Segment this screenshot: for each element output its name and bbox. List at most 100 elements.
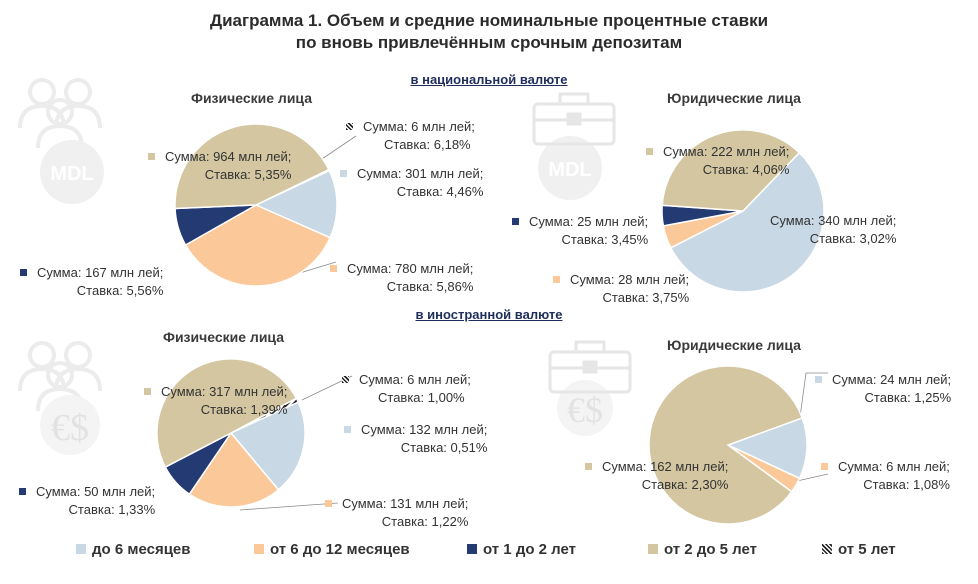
legend-marker (344, 426, 351, 433)
pie1-slice-lt6m (254, 169, 338, 239)
label-sum: Сумма: 6 млн лей; (363, 119, 475, 134)
label-sum: Сумма: 340 млн лей; (770, 213, 897, 228)
leader-line (796, 473, 829, 482)
legend-marker (585, 463, 592, 470)
label-rate: Ставка: 1,33% (68, 502, 156, 517)
label-sum: Сумма: 964 млн лей; (165, 149, 292, 164)
legend-item-y1-2: от 1 до 2 лет (467, 541, 576, 558)
mdl-coin-text: MDL (50, 163, 93, 185)
leader-line (239, 502, 339, 511)
pie2-label-y2-5: Сумма: 222 млн лей; Ставка: 4,06% (646, 143, 789, 179)
label-rate: Ставка: 2,30% (641, 477, 729, 492)
label-sum: Сумма: 28 млн лей; (570, 272, 690, 287)
legend-marker (19, 488, 26, 495)
people-icon (18, 78, 102, 412)
pie3-label-y2-5: Сумма: 317 млн лей; Ставка: 1,39% (144, 383, 287, 419)
pie3-label-m6-12: Сумма: 131 млн лей; Ставка: 1,22% (325, 495, 468, 531)
legend-marker (346, 123, 353, 130)
pie3-label-y1-2: Сумма: 50 млн лей; Ставка: 1,33% (19, 483, 155, 519)
briefcase-icon (532, 92, 632, 394)
legend-marker (330, 265, 337, 272)
pie4-slice-y2_5 (648, 365, 804, 525)
label-rate: Ставка: 1,39% (200, 402, 288, 417)
label-rate: Ставка: 4,06% (702, 162, 790, 177)
chart-title-line2: по вновь привлечённым срочным депозитам (295, 33, 683, 52)
label-rate: Ставка: 1,00% (378, 390, 465, 405)
pie4-label-m6-12: Сумма: 6 млн лей; Ставка: 1,08% (821, 458, 950, 494)
label-sum: Сумма: 167 млн лей; (37, 265, 164, 280)
legend-label: от 1 до 2 лет (483, 541, 576, 558)
pie4-subtitle: Юридические лица (667, 337, 801, 353)
label-sum: Сумма: 162 млн лей; (602, 459, 729, 474)
label-rate: Ставка: 0,51% (400, 440, 488, 455)
legend-swatch (76, 544, 86, 554)
label-sum: Сумма: 317 млн лей; (161, 384, 288, 399)
pie3-slice-y2_5 (156, 358, 298, 469)
legend-marker (646, 148, 653, 155)
pie4-label-y2-5: Сумма: 162 млн лей; Ставка: 2,30% (585, 458, 728, 494)
pie1-label-y2-5: Сумма: 964 млн лей; Ставка: 5,35% (148, 148, 291, 184)
legend-swatch (254, 544, 264, 554)
label-rate: Ставка: 3,45% (561, 232, 649, 247)
pie2-label-y1-2: Сумма: 25 млн лей; Ставка: 3,45% (512, 213, 648, 249)
pie2-slice-y2_5 (661, 129, 801, 212)
pie2-slice-lt6m (669, 151, 825, 293)
pie2-subtitle: Юридические лица (667, 90, 801, 106)
pie1-label-lt6m: Сумма: 301 млн лей; Ставка: 4,46% (340, 165, 483, 201)
legend-marker (148, 153, 155, 160)
legend-item-gt5: от 5 лет (822, 541, 896, 558)
legend-marker (553, 276, 560, 283)
legend-label: до 6 месяцев (92, 541, 191, 558)
legend-marker (821, 463, 828, 470)
label-rate: Ставка: 3,75% (602, 290, 690, 305)
label-rate: Ставка: 1,22% (381, 514, 469, 529)
label-rate: Ставка: 6,18% (384, 137, 471, 152)
label-sum: Сумма: 50 млн лей; (36, 484, 156, 499)
legend-swatch (648, 544, 658, 554)
label-sum: Сумма: 222 млн лей; (663, 144, 790, 159)
legend-marker (342, 376, 349, 383)
legend-item-m6-12: от 6 до 12 месяцев (254, 541, 410, 558)
legend-label: от 2 до 5 лет (664, 541, 757, 558)
label-rate: Ставка: 1,25% (864, 390, 952, 405)
pie4-label-lt6m: Сумма: 24 млн лей; Ставка: 1,25% (815, 371, 951, 407)
legend-marker (512, 218, 519, 225)
pie1-label-gt5: Сумма: 6 млн лей; Ставка: 6,18% (346, 118, 475, 154)
chart-title-line1: Диаграмма 1. Объем и средние номинальные… (209, 11, 769, 30)
label-rate: Ставка: 4,46% (396, 184, 484, 199)
pies-group (156, 123, 825, 525)
label-sum: Сумма: 25 млн лей; (529, 214, 649, 229)
section-foreign-currency: в иностранной валюте (415, 307, 563, 322)
legend-marker (815, 376, 822, 383)
pie3-subtitle: Физические лица (163, 329, 284, 345)
legend-label: от 6 до 12 месяцев (270, 541, 410, 558)
label-rate: Ставка: 3,02% (809, 231, 897, 246)
pie1-label-m6-12: Сумма: 780 млн лей; Ставка: 5,86% (330, 260, 473, 296)
currency-icon: €$ €$ (40, 380, 613, 455)
section-national-currency: в национальной валюте (410, 72, 568, 87)
pie1-subtitle: Физические лица (191, 90, 312, 106)
legend-item-y2-5: от 2 до 5 лет (648, 541, 757, 558)
pie2-label-lt6m: Сумма: 340 млн лей; Ставка: 3,02% (770, 212, 896, 248)
pie3-label-lt6m: Сумма: 132 млн лей; Ставка: 0,51% (344, 421, 487, 457)
label-rate: Ставка: 5,56% (76, 283, 164, 298)
label-rate: Ставка: 1,08% (863, 477, 950, 492)
currency-symbol-text: €$ (51, 407, 89, 449)
label-rate: Ставка: 5,35% (204, 167, 292, 182)
pie3-slice-lt6m (229, 401, 306, 491)
pie1-label-y1-2: Сумма: 167 млн лей; Ставка: 5,56% (20, 264, 163, 300)
label-sum: Сумма: 132 млн лей; (361, 422, 488, 437)
label-rate: Ставка: 5,86% (386, 279, 474, 294)
pie3-label-gt5: Сумма: 6 млн лей; Ставка: 1,00% (342, 371, 471, 407)
pie3-slice-m6_12 (188, 431, 280, 508)
pie4-slice-lt6m (726, 417, 808, 480)
legend: до 6 месяцев от 6 до 12 месяцев от 1 до … (0, 541, 978, 565)
label-sum: Сумма: 301 млн лей; (357, 166, 484, 181)
legend-marker (340, 170, 347, 177)
legend-marker (144, 388, 151, 395)
legend-swatch (822, 544, 832, 554)
label-sum: Сумма: 24 млн лей; (832, 372, 952, 387)
mdl-coin-text: MDL (548, 159, 591, 181)
label-sum: Сумма: 131 млн лей; (342, 496, 469, 511)
